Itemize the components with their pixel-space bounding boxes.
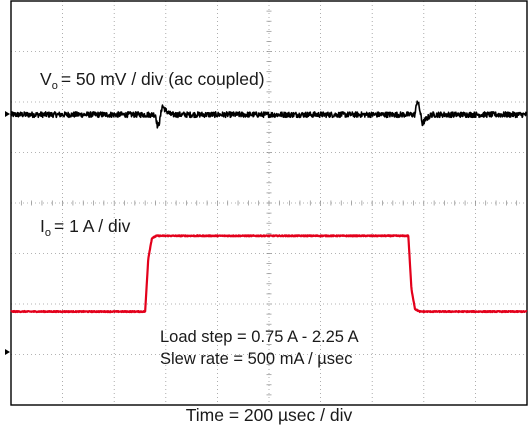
- voltage-channel-label: Vo = 50 mV / div (ac coupled): [40, 69, 265, 92]
- grid: [10, 0, 528, 406]
- current-channel-label: Io = 1 A / div: [40, 216, 131, 239]
- voltage-channel-subscript: o: [52, 80, 58, 92]
- voltage-channel-scale: = 50 mV / div (ac coupled): [61, 69, 265, 89]
- load-step-annotation: Load step = 0.75 A - 2.25 A: [160, 328, 359, 346]
- output-current-trace: [10, 234, 528, 314]
- traces: [10, 100, 528, 314]
- plot-frame: [10, 0, 528, 406]
- ch2-ground-marker: [5, 349, 10, 355]
- output-voltage-trace: [10, 100, 528, 129]
- ch1-ground-marker: [5, 111, 10, 117]
- x-axis-label: Time = 200 µsec / div: [186, 405, 353, 425]
- current-channel-subscript: o: [45, 227, 51, 239]
- current-channel-scale: = 1 A / div: [54, 216, 131, 236]
- current-channel-symbol: I: [40, 216, 45, 236]
- voltage-channel-symbol: V: [40, 69, 52, 89]
- slew-rate-annotation: Slew rate = 500 mA / µsec: [160, 350, 352, 368]
